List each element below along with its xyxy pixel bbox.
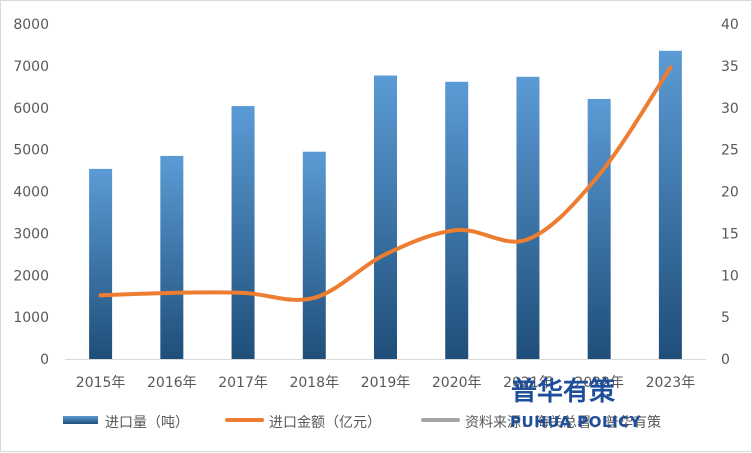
bar — [658, 50, 682, 360]
x-tick-label: 2022年 — [574, 375, 624, 391]
x-tick-label: 2018年 — [289, 375, 339, 391]
legend-label: 资料来源：海关总署、普华有策 — [465, 414, 661, 431]
bar — [160, 155, 184, 359]
bar — [445, 81, 469, 359]
line-point — [98, 293, 103, 298]
watermark-en: PUHUA POLICY — [510, 413, 642, 431]
y-right-tick-label: 35 — [721, 59, 739, 75]
y-right-tick-label: 20 — [721, 185, 739, 201]
x-tick-label: 2021年 — [503, 375, 553, 391]
legend-swatch-bar — [63, 416, 98, 424]
y-left-tick-label: 4000 — [13, 185, 49, 201]
y-left-tick-label: 3000 — [13, 226, 49, 242]
watermark-logo: 普华有策 PUHUA POLICY — [510, 376, 642, 431]
x-tick-label: 2016年 — [147, 375, 197, 391]
line-point — [169, 290, 174, 295]
legend-label: 进口量（吨） — [105, 415, 189, 431]
line-point — [312, 295, 317, 300]
y-right-tick-label: 30 — [721, 101, 739, 117]
y-right-tick-label: 10 — [721, 268, 739, 284]
legend-label: 进口金额（亿元） — [269, 415, 381, 431]
bar — [587, 98, 611, 360]
x-axis-ticks: 2015年 2016年 2017年 2018年 2019年 2020年 2021年 2022年… — [76, 375, 695, 391]
x-tick-label: 2023年 — [646, 375, 696, 391]
legend: 进口量（吨） 进口金额（亿元） 资料来源：海关总署、普华有策 — [63, 414, 661, 431]
y-left-tick-label: 2000 — [13, 268, 49, 284]
bar — [231, 106, 255, 359]
y-right-tick-label: 40 — [721, 17, 739, 33]
line-point — [668, 65, 673, 70]
bar — [374, 75, 397, 359]
y-right-tick-label: 25 — [721, 143, 739, 159]
y-right-tick-label: 15 — [721, 226, 739, 242]
line-series — [98, 65, 673, 302]
y-left-tick-label: 1000 — [13, 310, 49, 326]
bar-series — [89, 50, 682, 360]
right-axis: 0 5 10 15 20 25 30 35 40 — [721, 17, 739, 368]
y-left-tick-label: 5000 — [13, 143, 49, 159]
y-left-tick-label: 7000 — [13, 59, 49, 75]
x-tick-label: 2020年 — [432, 375, 482, 391]
watermark-cn: 普华有策 — [511, 376, 615, 407]
y-right-tick-label: 5 — [721, 310, 730, 326]
x-tick-label: 2017年 — [218, 375, 268, 391]
y-left-tick-label: 0 — [40, 352, 49, 368]
y-right-tick-label: 0 — [721, 352, 730, 368]
x-tick-label: 2019年 — [361, 375, 411, 391]
line-path — [98, 65, 673, 302]
line-point — [597, 172, 602, 177]
y-left-tick-label: 8000 — [13, 17, 49, 33]
left-axis: 0 1000 2000 3000 4000 5000 6000 7000 8000 — [13, 17, 49, 368]
bar — [516, 76, 540, 359]
line-point — [525, 237, 530, 242]
x-tick-label: 2015年 — [76, 375, 126, 391]
y-left-tick-label: 6000 — [13, 101, 49, 117]
line-point — [454, 228, 459, 233]
line-point — [241, 290, 246, 295]
bar — [302, 151, 326, 359]
line-point — [383, 252, 388, 257]
bar — [89, 168, 113, 359]
